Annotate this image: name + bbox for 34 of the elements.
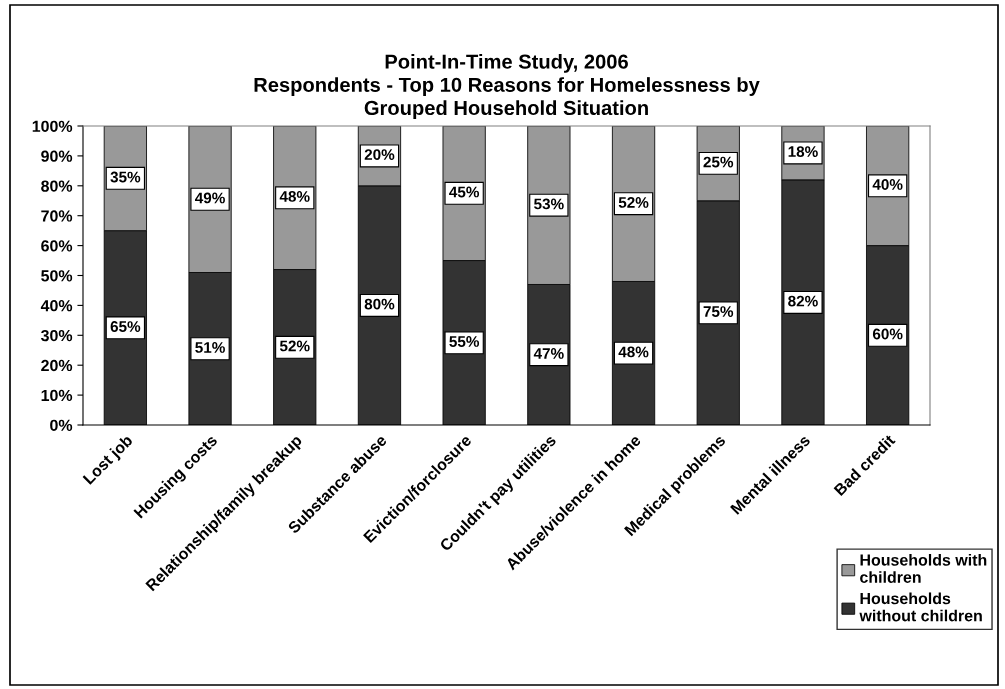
data-label: 55% <box>449 336 480 347</box>
y-tick-label: 30% <box>40 329 73 342</box>
data-label: 52% <box>279 340 310 352</box>
y-tick-label: 100% <box>32 120 73 132</box>
y-tick-label: 90% <box>41 150 73 162</box>
y-tick-label: 40% <box>40 300 73 312</box>
y-tick-label: 60% <box>41 240 73 252</box>
legend-label: Households without children <box>859 592 982 622</box>
y-tick-label: 10% <box>41 389 73 402</box>
data-label: 20% <box>364 149 395 160</box>
data-label: 47% <box>533 348 564 359</box>
data-label: 75% <box>703 306 734 317</box>
data-label: 53% <box>534 198 564 210</box>
data-label: 48% <box>279 191 310 202</box>
y-tick-label: 50% <box>41 270 73 282</box>
data-label: 40% <box>872 179 903 190</box>
data-label: 80% <box>364 298 395 310</box>
data-label: 65% <box>110 321 141 332</box>
legend-label: Households with children <box>860 553 987 583</box>
y-tick-label: 70% <box>41 210 73 222</box>
y-tick-label: 80% <box>41 180 73 192</box>
chart-title: Point-In-Time Study, 2006 Respondents - Top 10 Reasons for Homelessness by Grouped Household Situation <box>254 53 760 120</box>
data-label: 45% <box>449 186 480 198</box>
data-label: 52% <box>618 197 649 208</box>
y-tick-label: 0% <box>50 419 73 431</box>
data-label: 51% <box>195 342 225 353</box>
data-label: 25% <box>703 156 734 168</box>
data-label: 49% <box>194 192 225 204</box>
data-label: 48% <box>618 346 649 358</box>
data-label: 60% <box>872 328 903 340</box>
data-label: 18% <box>788 146 818 158</box>
y-tick-label: 20% <box>41 359 73 372</box>
data-label: 35% <box>110 171 141 183</box>
data-label: 82% <box>788 295 818 307</box>
